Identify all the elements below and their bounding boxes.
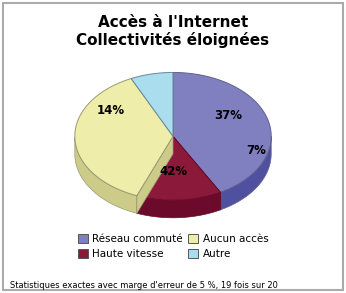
Text: Statistiques exactes avec marge d'erreur de 5 %, 19 fois sur 20: Statistiques exactes avec marge d'erreur… xyxy=(10,281,278,290)
Polygon shape xyxy=(75,137,137,213)
Polygon shape xyxy=(173,72,271,192)
Polygon shape xyxy=(173,136,220,210)
Polygon shape xyxy=(137,136,173,213)
Polygon shape xyxy=(131,72,173,136)
Polygon shape xyxy=(137,136,220,200)
Polygon shape xyxy=(173,136,220,210)
Text: 14%: 14% xyxy=(97,104,125,117)
Legend: Réseau commuté, Haute vitesse, Aucun accès, Autre: Réseau commuté, Haute vitesse, Aucun acc… xyxy=(75,232,271,261)
Text: 7%: 7% xyxy=(247,144,266,157)
Text: 37%: 37% xyxy=(214,109,242,122)
Polygon shape xyxy=(137,136,173,213)
Polygon shape xyxy=(220,137,271,210)
Polygon shape xyxy=(75,79,173,196)
Text: Accès à l'Internet
Collectivités éloignées: Accès à l'Internet Collectivités éloigné… xyxy=(76,15,270,48)
Text: 42%: 42% xyxy=(159,165,187,178)
Polygon shape xyxy=(137,192,220,218)
